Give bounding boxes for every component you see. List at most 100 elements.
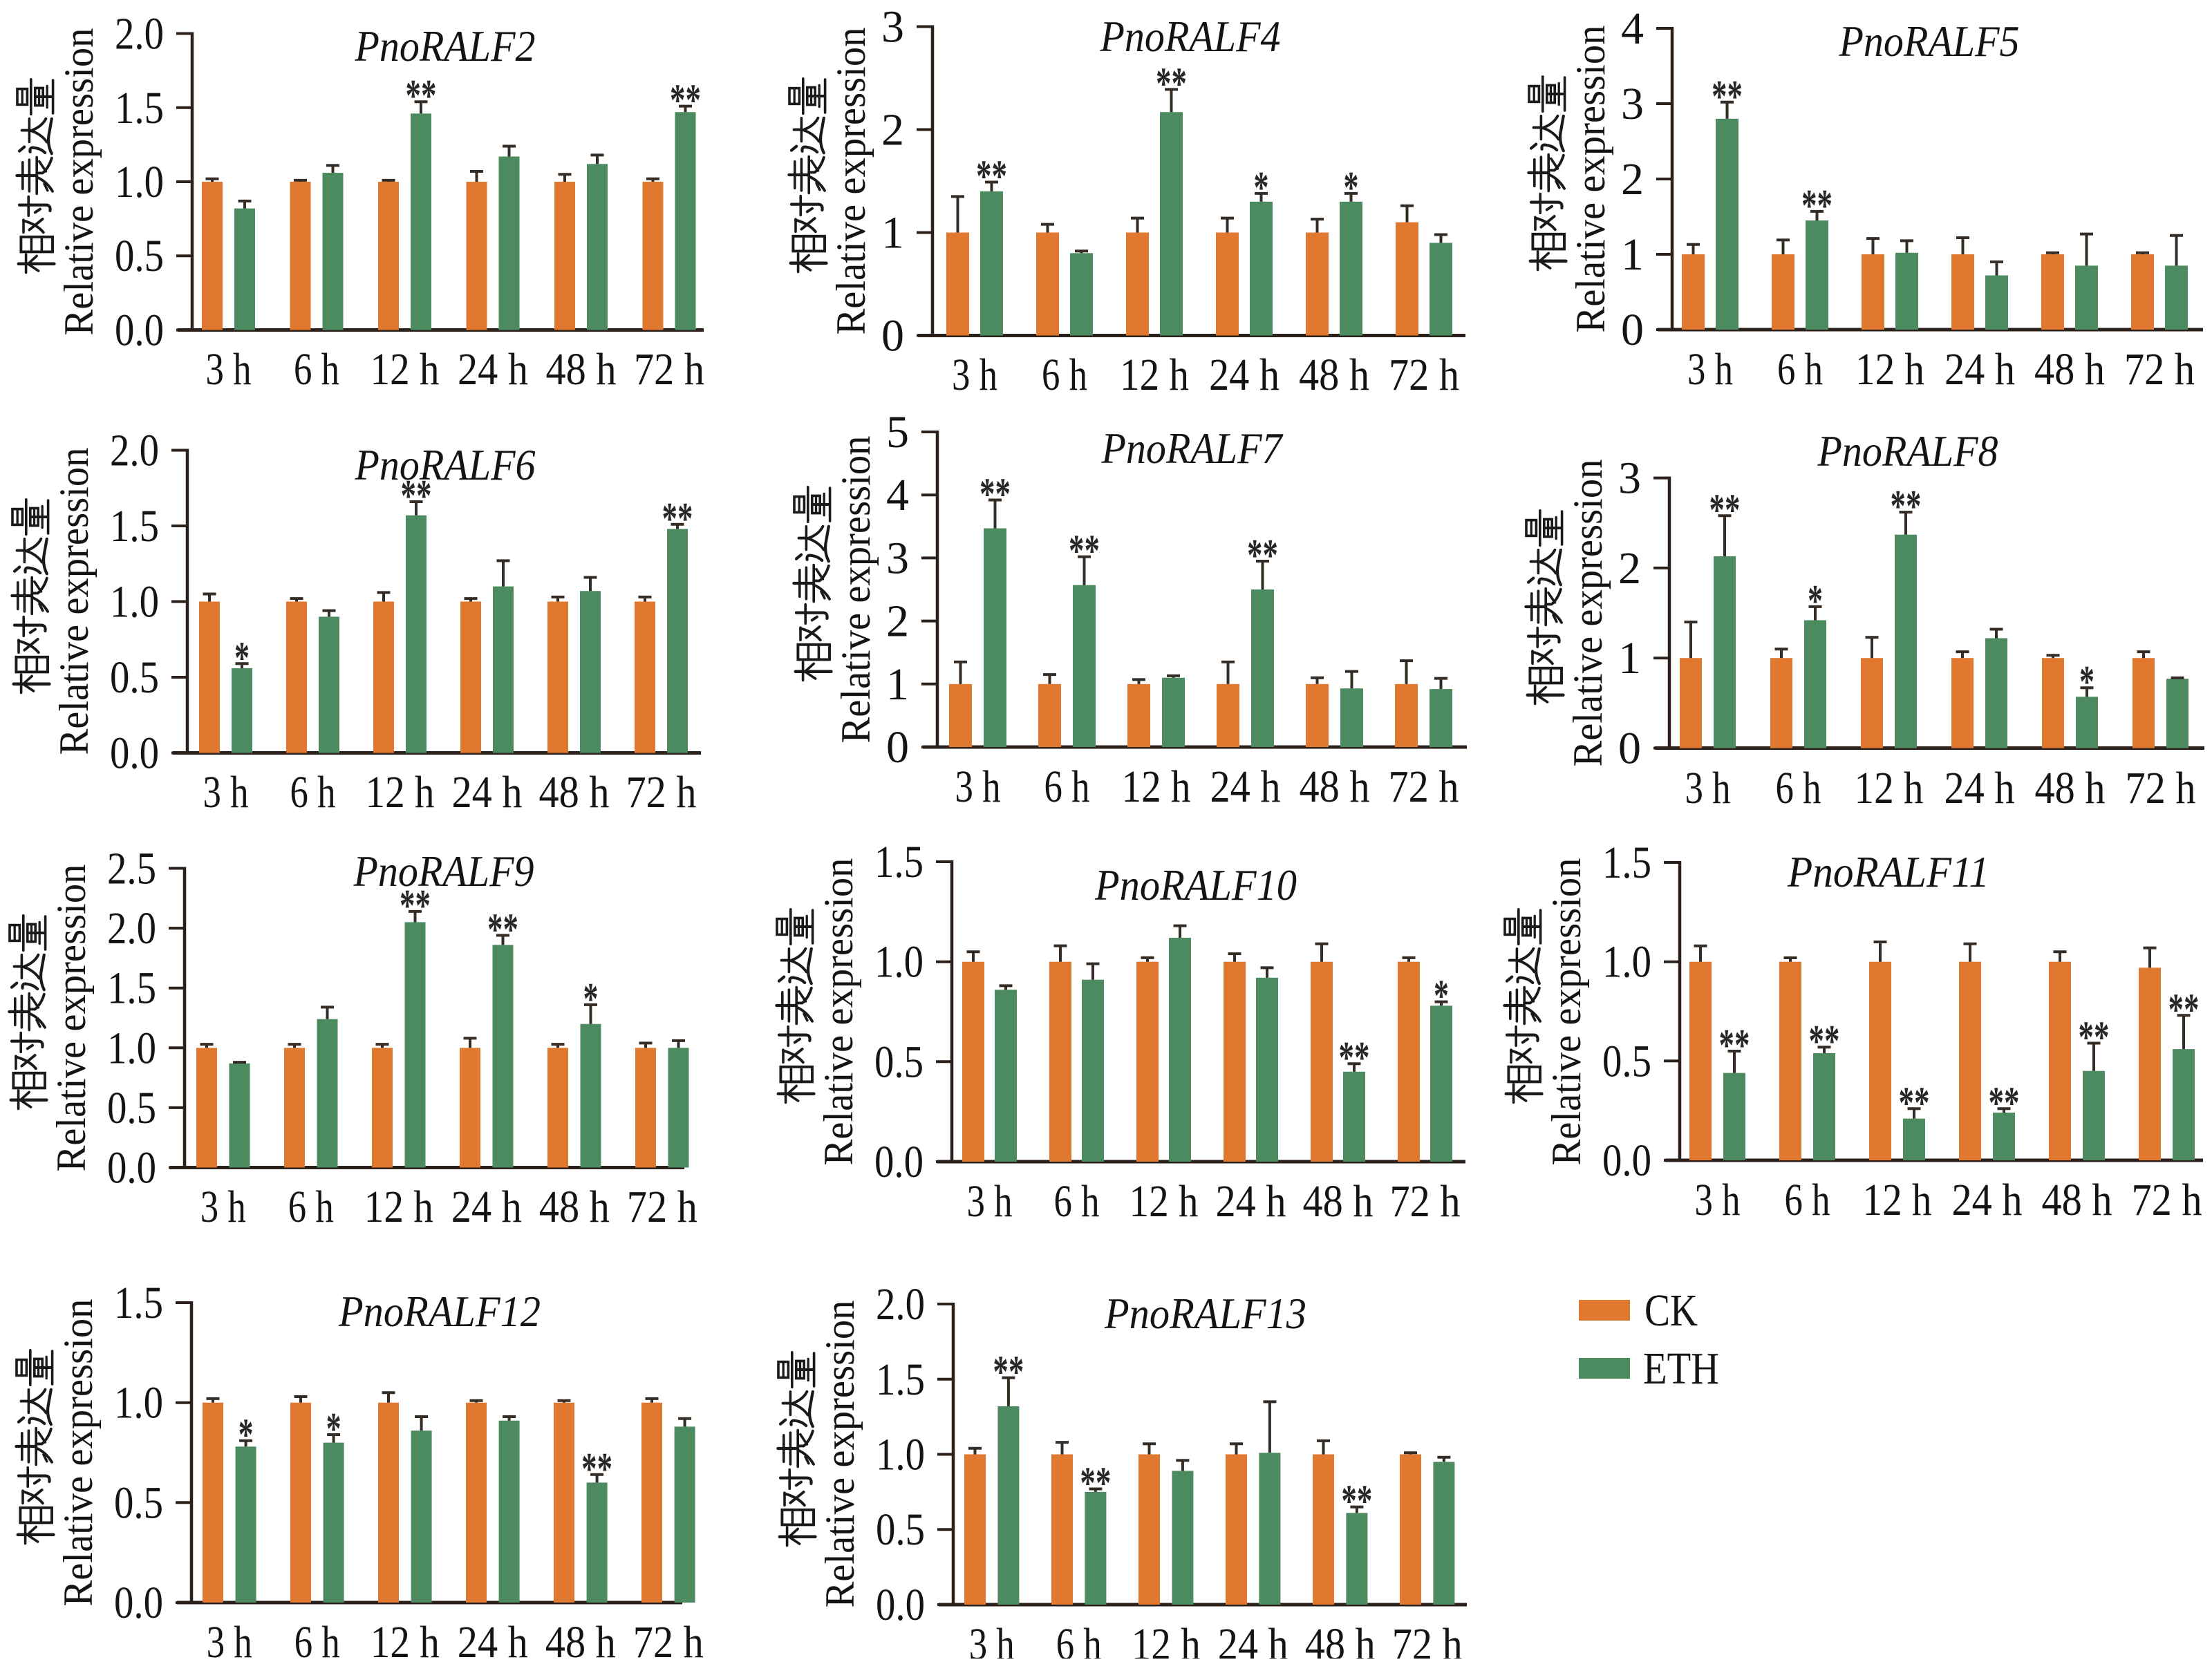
svg-text:48 h: 48 h [545, 1617, 616, 1659]
svg-text:48 h: 48 h [2034, 344, 2105, 395]
svg-text:**: ** [1891, 481, 1922, 531]
svg-text:3: 3 [1618, 453, 1641, 504]
svg-text:2.0: 2.0 [107, 903, 156, 954]
svg-text:48 h: 48 h [2042, 1175, 2112, 1225]
svg-text:12 h: 12 h [1863, 1175, 1932, 1225]
svg-text:72 h: 72 h [626, 767, 697, 818]
svg-text:24 h: 24 h [1944, 763, 2015, 813]
svg-text:72 h: 72 h [627, 1182, 697, 1232]
svg-text:6 h: 6 h [1776, 763, 1821, 813]
svg-text:0.5: 0.5 [874, 1037, 924, 1087]
svg-text:48 h: 48 h [539, 767, 610, 818]
svg-text:3 h: 3 h [955, 762, 1001, 812]
svg-text:0.0: 0.0 [114, 1578, 163, 1628]
svg-text:**: ** [1080, 1458, 1111, 1509]
svg-text:1: 1 [1621, 229, 1644, 280]
svg-text:PnoRALF8: PnoRALF8 [1817, 426, 1998, 475]
svg-text:24 h: 24 h [1944, 344, 2015, 395]
svg-text:1.0: 1.0 [110, 577, 159, 627]
svg-text:Relative expression: Relative expression [55, 1299, 101, 1607]
svg-text:24 h: 24 h [1210, 762, 1281, 812]
svg-text:24 h: 24 h [458, 344, 528, 395]
svg-text:**: ** [1156, 58, 1187, 108]
svg-text:48 h: 48 h [539, 1182, 610, 1232]
svg-text:5: 5 [886, 407, 909, 457]
svg-text:CK: CK [1644, 1285, 1698, 1336]
svg-text:**: ** [1341, 1476, 1372, 1527]
svg-text:3: 3 [1621, 79, 1644, 129]
svg-text:1.0: 1.0 [874, 937, 924, 988]
svg-text:**: ** [1339, 1032, 1370, 1083]
svg-text:4: 4 [886, 470, 909, 520]
svg-text:**: ** [2168, 984, 2200, 1035]
svg-text:*: * [1808, 576, 1823, 626]
svg-text:6 h: 6 h [290, 767, 336, 818]
svg-text:*: * [1344, 162, 1359, 213]
svg-text:PnoRALF4: PnoRALF4 [1100, 12, 1281, 61]
svg-text:**: ** [2079, 1012, 2110, 1063]
svg-text:1.5: 1.5 [114, 1278, 163, 1328]
svg-text:1: 1 [1618, 633, 1641, 683]
svg-text:3 h: 3 h [952, 350, 997, 400]
svg-text:3 h: 3 h [1687, 344, 1733, 395]
svg-text:**: ** [1989, 1077, 2020, 1128]
svg-text:1.5: 1.5 [115, 83, 164, 133]
svg-text:24 h: 24 h [451, 1182, 522, 1232]
svg-text:**: ** [670, 75, 701, 126]
svg-text:Relative expression: Relative expression [817, 1301, 863, 1608]
svg-text:48 h: 48 h [1299, 350, 1369, 400]
svg-text:6 h: 6 h [1777, 344, 1823, 395]
svg-text:*: * [326, 1404, 341, 1454]
svg-text:2: 2 [886, 596, 909, 647]
svg-text:72 h: 72 h [1392, 1619, 1463, 1659]
svg-text:12 h: 12 h [366, 767, 435, 818]
svg-text:PnoRALF10: PnoRALF10 [1094, 860, 1297, 909]
svg-text:24 h: 24 h [1209, 350, 1280, 400]
svg-text:0.5: 0.5 [110, 652, 159, 703]
svg-text:PnoRALF2: PnoRALF2 [355, 21, 536, 70]
svg-text:**: ** [1712, 71, 1743, 122]
svg-text:12 h: 12 h [1855, 763, 1924, 813]
svg-text:Relative expression: Relative expression [51, 448, 97, 755]
svg-text:72 h: 72 h [633, 1617, 704, 1659]
svg-text:12 h: 12 h [1120, 350, 1189, 400]
svg-text:0.0: 0.0 [874, 1137, 924, 1187]
svg-text:Relative expression: Relative expression [828, 28, 874, 335]
svg-text:**: ** [976, 151, 1007, 202]
svg-text:12 h: 12 h [364, 1182, 433, 1232]
svg-text:1.5: 1.5 [107, 963, 156, 1014]
svg-text:PnoRALF13: PnoRALF13 [1104, 1289, 1306, 1338]
svg-text:48 h: 48 h [1305, 1619, 1376, 1659]
svg-text:2: 2 [1618, 543, 1641, 594]
svg-text:3 h: 3 h [967, 1176, 1013, 1227]
svg-text:PnoRALF7: PnoRALF7 [1101, 424, 1284, 473]
svg-text:Relative expression: Relative expression [816, 858, 861, 1166]
svg-text:1.0: 1.0 [1602, 937, 1651, 988]
svg-text:Relative expression: Relative expression [833, 436, 879, 744]
svg-text:24 h: 24 h [452, 767, 523, 818]
svg-text:3 h: 3 h [969, 1619, 1015, 1659]
svg-text:0.0: 0.0 [876, 1580, 925, 1630]
svg-text:**: ** [406, 70, 437, 121]
svg-text:6 h: 6 h [294, 1617, 340, 1659]
svg-text:2: 2 [1621, 154, 1644, 205]
svg-text:3 h: 3 h [206, 344, 252, 395]
svg-text:*: * [583, 974, 599, 1024]
svg-text:0: 0 [1621, 305, 1644, 355]
svg-text:0: 0 [1618, 724, 1641, 774]
svg-text:48 h: 48 h [1300, 762, 1370, 812]
svg-text:6 h: 6 h [288, 1182, 334, 1232]
svg-text:PnoRALF5: PnoRALF5 [1839, 17, 2020, 66]
svg-text:3 h: 3 h [203, 767, 249, 818]
svg-text:3 h: 3 h [207, 1617, 252, 1659]
svg-text:72 h: 72 h [1389, 350, 1459, 400]
svg-text:2.5: 2.5 [107, 844, 156, 894]
svg-text:0.5: 0.5 [876, 1504, 925, 1555]
svg-text:**: ** [400, 880, 431, 931]
svg-text:*: * [238, 1410, 254, 1460]
svg-text:PnoRALF11: PnoRALF11 [1787, 847, 1989, 896]
svg-text:**: ** [1247, 530, 1278, 580]
svg-text:PnoRALF6: PnoRALF6 [355, 440, 536, 489]
svg-text:3 h: 3 h [1695, 1175, 1741, 1225]
svg-text:**: ** [1899, 1077, 1930, 1128]
